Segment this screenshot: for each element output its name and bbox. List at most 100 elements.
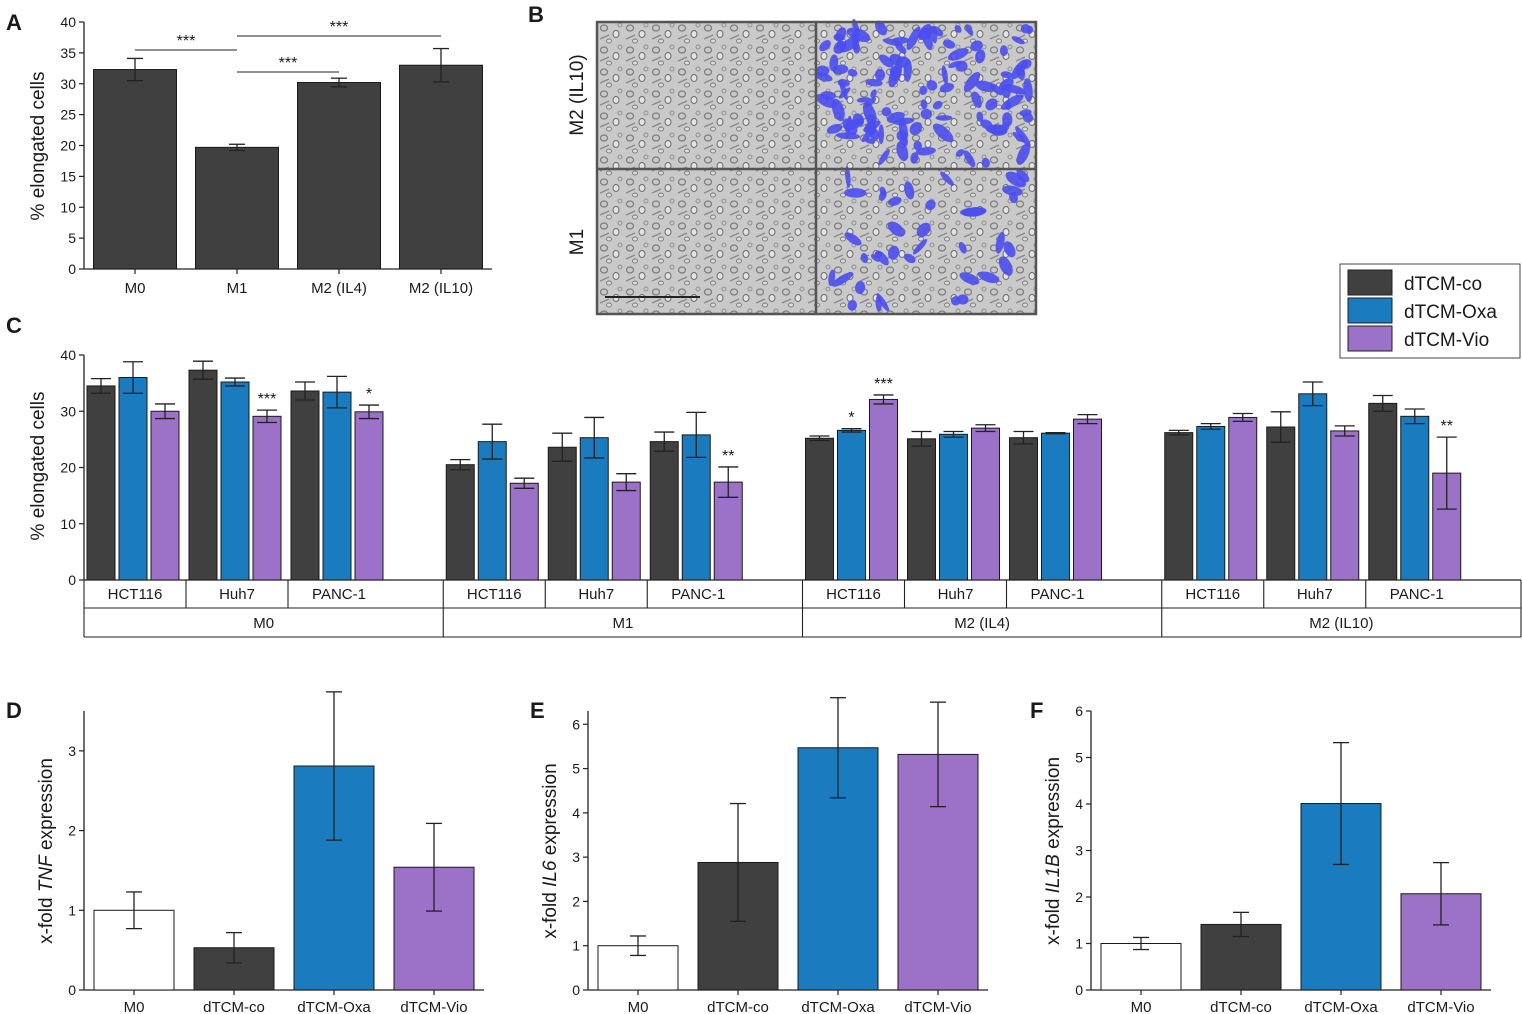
overlay-blob-bottom — [998, 256, 1013, 276]
overlay-blob-bottom — [860, 253, 869, 264]
a-bar-0 — [93, 69, 177, 270]
overlay-blob-top — [965, 24, 974, 36]
e-y-tick-label-0: 0 — [572, 982, 580, 998]
a-sig-label-0: *** — [177, 33, 196, 50]
overlay-blob-top — [955, 149, 965, 157]
d-y-tick-label-3: 3 — [68, 743, 76, 759]
a-x-label-2: M2 (IL4) — [311, 280, 367, 297]
a-y-tick-label-7: 35 — [60, 45, 76, 61]
c-cell-label-2-2: PANC-1 — [1031, 586, 1085, 603]
e-y-label-gene: IL6 — [540, 860, 561, 887]
a-sig-label-1: *** — [279, 55, 298, 72]
overlay-blob-top — [896, 141, 909, 162]
overlay-blob-top — [932, 123, 954, 143]
c-y-tick-label-1: 10 — [60, 516, 76, 532]
overlay-blob-top — [1023, 78, 1033, 102]
overlay-blob-bottom — [875, 295, 882, 312]
overlay-blob-top — [920, 108, 932, 120]
f-y-label-gene: IL1B — [1043, 854, 1064, 893]
overlay-blob-bottom — [887, 221, 905, 237]
d-x-label-1: dTCM-co — [203, 999, 265, 1014]
overlay-blob-top — [839, 79, 848, 101]
c-bar-0-1-1 — [220, 381, 250, 581]
c-bar-3-0-1 — [1196, 425, 1226, 581]
c-cell-label-2-1: Huh7 — [938, 586, 974, 603]
d-y-label-suffix: expression — [36, 758, 57, 855]
c-bar-0-2-2 — [354, 411, 384, 581]
f-x-label-2: dTCM-Oxa — [1304, 999, 1378, 1014]
chart-e: 0 1 2 3 4 5 6 M0 dTCM-co dTCM-Oxa dTCM-Vio x-fold I… — [540, 697, 988, 1014]
chart-d: 0 1 2 3 M0 dTCM-co dTCM-Oxa dTCM-Vio x-fold TNF … — [36, 691, 484, 1014]
a-x-label-0: M0 — [125, 280, 146, 297]
overlay-blob-bottom — [888, 245, 900, 260]
c-y-tick-label-3: 30 — [60, 403, 76, 419]
overlay-blob-top — [826, 124, 843, 134]
c-cell-label-2-0: HCT116 — [826, 586, 881, 603]
overlay-blob-top — [963, 71, 981, 92]
c-bar-1-2-2 — [713, 481, 743, 581]
overlay-blob-top — [863, 120, 881, 133]
a-bar-1 — [195, 146, 279, 270]
overlay-blob-bottom — [995, 231, 1005, 254]
a-bar-2 — [297, 82, 381, 270]
c-bar-1-2-1 — [681, 434, 711, 581]
f-y-tick-label-6: 6 — [1075, 703, 1083, 719]
f-y-label-prefix: x-fold — [1043, 893, 1064, 945]
overlay-blob-top — [878, 148, 890, 166]
c-group-label-1: M1 — [612, 615, 633, 632]
overlay-blob-top — [852, 113, 865, 127]
overlay-blob-top — [896, 130, 908, 141]
c-bar-2-2-2 — [1073, 418, 1102, 581]
overlay-blob-bottom — [855, 280, 866, 295]
c-bar-2-2-0 — [1009, 437, 1038, 581]
f-y-label-suffix: expression — [1043, 757, 1064, 854]
overlay-blob-top — [1020, 23, 1031, 34]
overlay-blob-top — [852, 18, 861, 38]
c-bar-0-2-0 — [290, 390, 320, 581]
c-cell-label-1-2: PANC-1 — [671, 586, 725, 603]
overlay-blob-top — [870, 89, 877, 99]
overlay-blob-top — [906, 26, 921, 50]
a-y-tick-label-3: 15 — [60, 168, 76, 184]
c-bar-3-2-1 — [1400, 415, 1430, 581]
overlay-blob-top — [932, 100, 943, 110]
c-sig-1-2-2: ** — [722, 448, 734, 465]
legend-label-vio: dTCM-Vio — [1404, 330, 1489, 351]
e-y-tick-label-2: 2 — [572, 893, 580, 909]
overlay-blob-top — [931, 27, 938, 44]
c-cell-label-3-0: HCT116 — [1185, 586, 1240, 603]
overlay-blob-top — [878, 54, 894, 68]
overlay-blob-bottom — [925, 199, 936, 211]
c-bar-0-0-2 — [150, 410, 180, 581]
c-group-label-2: M2 (IL4) — [954, 615, 1010, 632]
c-y-tick-label-2: 20 — [60, 460, 76, 476]
c-bar-2-1-0 — [907, 438, 936, 581]
c-bar-0-1-0 — [188, 369, 218, 581]
overlay-blob-top — [913, 140, 923, 151]
legend-swatch-oxa — [1347, 297, 1393, 324]
c-y-tick-label-0: 0 — [68, 572, 76, 588]
d-y-tick-label-2: 2 — [68, 823, 76, 839]
overlay-blob-top — [878, 124, 885, 145]
overlay-blob-top — [1004, 100, 1012, 111]
panel-label-e: E — [530, 698, 545, 723]
f-bar-0 — [1100, 943, 1182, 991]
d-y-tick-label-0: 0 — [68, 982, 76, 998]
c-bar-1-1-2 — [611, 481, 641, 581]
overlay-blob-top — [831, 98, 845, 122]
overlay-blob-bottom — [904, 253, 916, 264]
overlay-blob-top — [918, 24, 932, 40]
a-y-tick-label-4: 20 — [60, 138, 76, 154]
c-bar-1-1-0 — [547, 446, 577, 581]
overlay-blob-top — [981, 157, 990, 168]
overlay-blob-top — [819, 40, 831, 52]
overlay-blob-bottom — [878, 190, 887, 201]
c-bar-1-0-1 — [477, 441, 507, 581]
c-y-label: % elongated cells — [28, 392, 49, 541]
micrograph-row-label-bottom: M1 — [567, 229, 588, 255]
c-bar-3-1-1 — [1298, 393, 1328, 581]
overlay-blob-top — [976, 111, 984, 122]
overlay-blob-top — [954, 25, 962, 33]
d-x-label-3: dTCM-Vio — [400, 999, 467, 1014]
overlay-blob-bottom — [958, 242, 967, 254]
